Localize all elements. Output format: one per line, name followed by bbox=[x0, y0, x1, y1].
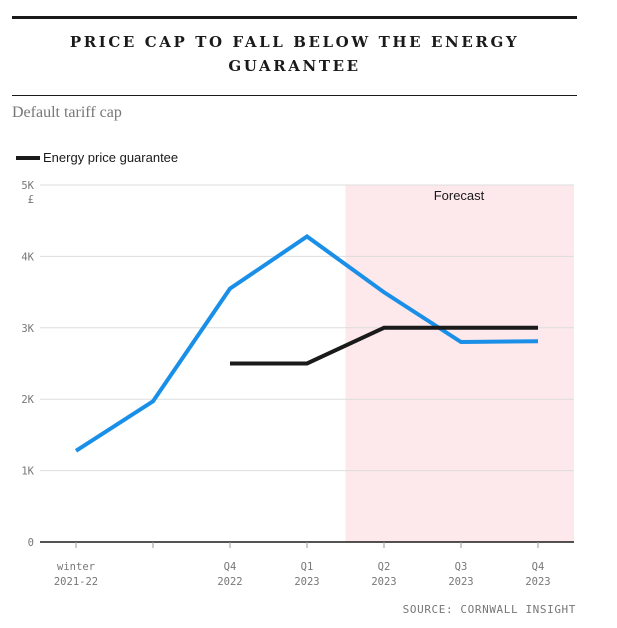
title-divider bbox=[12, 95, 577, 96]
y-tick-label-5k: 5K bbox=[21, 180, 34, 192]
x-tick-label: Q3 bbox=[455, 561, 468, 573]
legend: Energy price guarantee bbox=[16, 150, 178, 165]
forecast-band bbox=[345, 185, 574, 542]
x-tick-label: Q1 bbox=[301, 561, 314, 573]
x-tick-label: Q4 bbox=[532, 561, 545, 573]
y-tick-label-3k: 3K bbox=[21, 323, 34, 335]
legend-swatch-energy-price-guarantee bbox=[16, 155, 40, 160]
series-line-energy-price-guarantee bbox=[230, 325, 538, 366]
legend-label-energy-price-guarantee: Energy price guarantee bbox=[43, 150, 179, 165]
source-note: SOURCE: CORNWALL INSIGHT bbox=[402, 603, 576, 616]
x-tick-label: Q2 bbox=[378, 561, 391, 573]
x-tick-label-year: 2023 bbox=[448, 576, 473, 588]
chart-title: PRICE CAP TO FALL BELOW THE ENERGY GUARA… bbox=[69, 33, 520, 75]
y-tick-label-2k: 2K bbox=[21, 394, 34, 406]
x-tick-label: winter bbox=[57, 561, 95, 573]
x-tick-label-year: 2023 bbox=[294, 576, 319, 588]
top-rule bbox=[12, 16, 577, 19]
y-tick-label-0: 0 bbox=[28, 537, 34, 549]
x-tick-label-year: 2023 bbox=[525, 576, 550, 588]
x-tick-label-year: 2023 bbox=[371, 576, 396, 588]
y-tick-label-4k: 4K bbox=[21, 251, 34, 263]
chart-subtitle: Default tariff cap bbox=[12, 104, 122, 121]
y-tick-label-1k: 1K bbox=[21, 466, 34, 478]
x-tick-label-year: 2021-22 bbox=[54, 576, 98, 588]
x-tick-label: Q4 bbox=[224, 561, 237, 573]
forecast-label: Forecast bbox=[434, 188, 485, 203]
x-tick-label-year: 2022 bbox=[217, 576, 242, 588]
y-unit-label: £ bbox=[28, 194, 34, 206]
series-line-default-tariff-cap bbox=[74, 234, 539, 453]
